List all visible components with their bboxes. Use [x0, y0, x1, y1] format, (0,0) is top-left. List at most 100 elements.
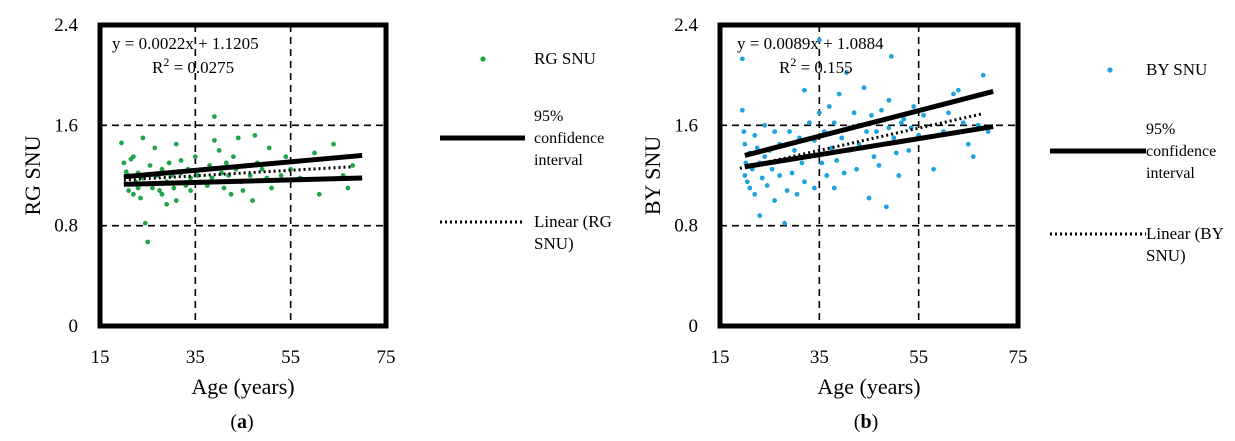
- data-point: [869, 112, 874, 118]
- trend-line: [123, 165, 353, 182]
- data-point: [816, 110, 822, 116]
- data-point: [130, 191, 136, 197]
- data-point: [946, 110, 951, 116]
- y-tick-label: 0.8: [674, 216, 698, 237]
- data-point: [744, 179, 750, 185]
- data-point: [742, 141, 748, 147]
- data-point: [142, 220, 148, 226]
- data-point: [178, 158, 184, 163]
- data-point: [951, 91, 956, 97]
- data-point: [331, 141, 336, 147]
- data-point: [777, 173, 782, 178]
- data-point: [747, 185, 753, 191]
- data-point: [166, 160, 172, 166]
- data-point: [787, 129, 792, 135]
- chart-panel-a: 15 35 55 75 0 0.8 1.6 2.4 Age (years) RG SNU y = 0…: [20, 15, 612, 433]
- ci-upper-line: [744, 89, 994, 158]
- x-tick-label: 35: [186, 347, 205, 368]
- data-point: [126, 188, 131, 193]
- r-squared: R2 = 0.155: [779, 55, 853, 77]
- data-point: [240, 188, 246, 193]
- data-point: [874, 129, 879, 135]
- data-point: [173, 198, 179, 203]
- data-point: [921, 112, 927, 118]
- data-point: [965, 141, 971, 147]
- data-point: [223, 160, 229, 166]
- data-point: [886, 97, 892, 103]
- plot-frame: [717, 22, 1021, 329]
- data-point: [864, 129, 869, 135]
- data-point: [879, 107, 884, 113]
- data-point: [192, 154, 198, 160]
- data-point: [741, 129, 747, 135]
- data-point: [159, 166, 165, 172]
- data-point: [866, 195, 872, 201]
- data-point: [235, 135, 241, 141]
- data-point: [888, 53, 894, 59]
- data-point: [782, 220, 787, 226]
- ci-lower-line: [744, 124, 994, 170]
- data-point: [896, 173, 902, 178]
- legend-label: 95% confidence interval: [1146, 121, 1216, 182]
- data-point: [886, 125, 892, 131]
- data-point: [956, 87, 961, 93]
- data-point: [893, 150, 899, 156]
- data-point: [209, 175, 215, 181]
- legend-label: Linear (RG SNU): [534, 212, 612, 253]
- x-tick-label: 55: [909, 347, 928, 368]
- data-point: [792, 148, 797, 153]
- chart-panel-b: 15 35 55 75 0 0.8 1.6 2.4 Age (years) BY SNU y = 0…: [640, 15, 1224, 433]
- data-point: [807, 120, 812, 126]
- data-point: [123, 169, 129, 175]
- panel-caption: (b): [854, 411, 878, 433]
- data-point: [140, 135, 146, 141]
- data-point: [911, 104, 917, 109]
- data-point: [802, 87, 807, 93]
- legend-label: RG SNU: [534, 49, 596, 68]
- y-axis-label: RG SNU: [20, 135, 45, 215]
- data-point: [754, 145, 760, 151]
- data-point: [769, 166, 775, 172]
- legend-marker-dot: [1107, 67, 1113, 73]
- data-point: [212, 137, 217, 143]
- data-point: [742, 173, 748, 178]
- data-point: [350, 163, 356, 168]
- data-point: [871, 154, 877, 160]
- data-point: [883, 204, 889, 210]
- x-tick-label: 15: [711, 347, 730, 368]
- plot-frame: [97, 22, 389, 329]
- data-point: [836, 91, 842, 97]
- y-tick-label: 0: [689, 316, 699, 337]
- data-point: [898, 120, 904, 126]
- data-point: [854, 166, 859, 172]
- data-point: [891, 135, 897, 141]
- ci-upper-line: [123, 152, 363, 180]
- data-point: [173, 141, 179, 147]
- data-point: [811, 185, 817, 191]
- y-tick-label: 1.6: [54, 115, 78, 136]
- y-tick-label: 2.4: [54, 15, 78, 36]
- data-point: [762, 122, 768, 128]
- data-point: [119, 140, 124, 146]
- data-point: [794, 191, 800, 197]
- data-point: [789, 170, 795, 176]
- data-point: [816, 37, 822, 43]
- data-point: [960, 120, 966, 126]
- data-point: [164, 201, 170, 207]
- data-point: [861, 85, 867, 91]
- regression-equation: y = 0.0022x + 1.1205: [112, 34, 259, 53]
- data-point: [739, 56, 745, 62]
- data-point: [739, 107, 745, 113]
- y-tick-label: 0: [69, 316, 79, 337]
- data-point: [759, 175, 765, 181]
- y-tick-label: 0.8: [54, 216, 78, 237]
- data-point: [278, 173, 284, 178]
- data-point: [839, 135, 845, 141]
- data-point: [772, 129, 778, 135]
- data-point: [757, 213, 763, 219]
- data-point: [876, 163, 882, 168]
- x-tick-label: 75: [1009, 347, 1028, 368]
- data-point: [147, 163, 153, 168]
- data-point: [138, 195, 143, 201]
- data-point: [152, 145, 158, 151]
